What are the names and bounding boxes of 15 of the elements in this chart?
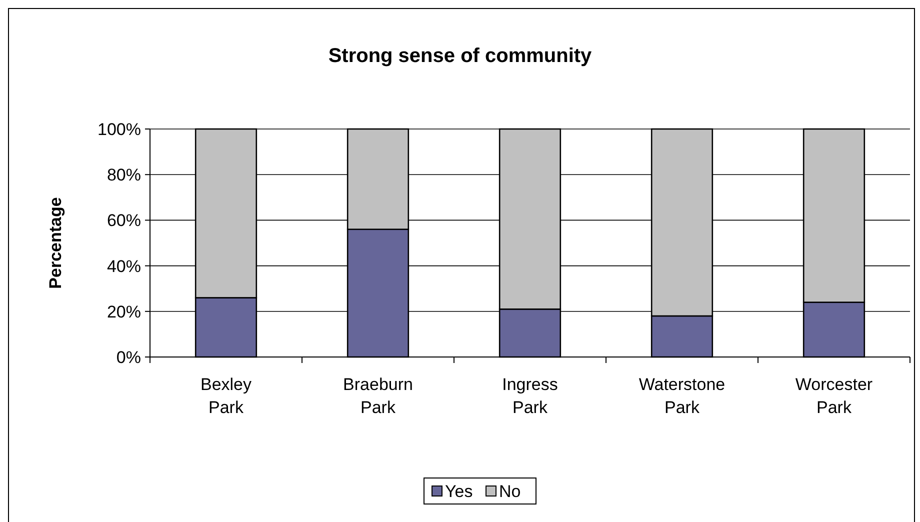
x-tick-label: Ingress Park (502, 375, 558, 417)
legend-label: Yes (445, 482, 473, 501)
y-tick-label: 20% (106, 302, 141, 322)
y-tick-label: 0% (116, 348, 141, 367)
y-tick-label: 60% (106, 211, 141, 230)
y-axis-title: Percentage (46, 197, 65, 289)
x-tick-label: Braeburn Park (343, 375, 413, 417)
y-tick-label: 40% (106, 256, 141, 276)
x-tick-label: Bexley Park (200, 375, 252, 417)
legend-label: No (499, 482, 521, 501)
x-tick-label: Worcester Park (795, 375, 873, 417)
x-tick-label: Waterstone Park (638, 375, 726, 417)
y-tick-label: 100% (98, 120, 141, 139)
chart-title: Strong sense of community (328, 45, 593, 67)
y-tick-label: 80% (106, 166, 141, 185)
